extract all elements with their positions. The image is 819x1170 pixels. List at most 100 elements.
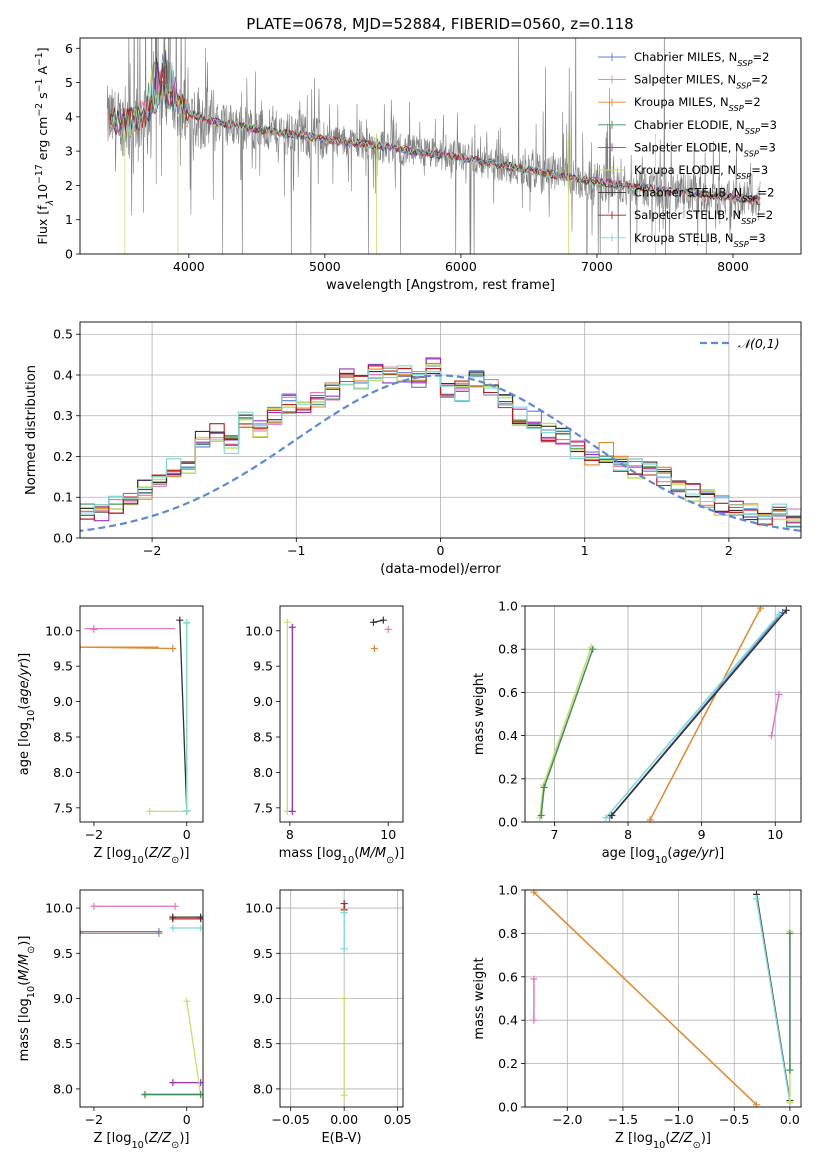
plot-area xyxy=(80,616,191,815)
data-point-marker xyxy=(340,945,348,953)
panel-weight_vs_age: 7 8 9 10 0.0 0.2 0.4 0.6 0.8 1.0 age [log10(age/yr… xyxy=(472,599,802,866)
x-axis-label: age [log10(age/yr)] xyxy=(602,846,725,866)
data-point-marker xyxy=(530,1016,538,1024)
data-point-marker xyxy=(183,997,191,1005)
spectrum-model-line xyxy=(109,61,761,205)
y-axis-label: mass [log10(M/M⊙)] xyxy=(17,936,37,1062)
data-point-marker xyxy=(540,783,548,791)
plot-area xyxy=(340,900,348,1099)
x-tick-label: −2.0 xyxy=(552,1112,582,1127)
y-tick-label: 9.5 xyxy=(53,946,73,961)
data-point-marker xyxy=(608,812,616,820)
legend-label: Chabrier STELIB, NSSP=2 xyxy=(634,186,774,204)
data-point-marker xyxy=(589,645,597,653)
y-tick-label: 0.1 xyxy=(53,490,73,505)
series-line xyxy=(533,891,758,1106)
y-tick-label: 6 xyxy=(65,41,73,56)
y-tick-label: 0.4 xyxy=(53,367,73,382)
data-point-marker xyxy=(197,924,203,932)
y-tick-label: 9.5 xyxy=(253,659,273,674)
plot-area xyxy=(80,357,801,532)
data-point-marker xyxy=(146,807,154,815)
series-line xyxy=(770,694,780,736)
y-tick-label: 0.4 xyxy=(498,1013,518,1028)
y-tick-label: 10.0 xyxy=(45,623,73,638)
axes-frame xyxy=(279,605,404,823)
y-tick-label: 0.3 xyxy=(53,408,73,423)
x-tick-label: 8 xyxy=(624,827,632,842)
x-tick-label: 5000 xyxy=(309,259,341,274)
x-tick-label: 0 xyxy=(183,827,191,842)
plot-area xyxy=(536,606,790,822)
y-tick-label: 0.2 xyxy=(498,1056,518,1071)
data-point-marker xyxy=(537,812,545,820)
data-point-marker xyxy=(602,814,610,822)
data-point-marker xyxy=(183,807,191,815)
x-tick-label: 10 xyxy=(767,827,783,842)
data-point-marker xyxy=(786,1099,794,1107)
y-axis-label: Flux [fλ10−17 erg cm−2 s−1 A−1] xyxy=(34,47,56,244)
axes-frame xyxy=(524,605,802,823)
data-point-marker xyxy=(340,900,348,908)
panel-age_vs_mass: 8 10 7.5 8.0 8.5 9.0 9.5 10.0 mass [log10(M/M⊙)] xyxy=(245,605,405,866)
y-tick-label: 10.0 xyxy=(45,901,73,916)
y-tick-label: 1.0 xyxy=(498,599,518,614)
axes-frame xyxy=(79,321,802,539)
legend-label: Kroupa MILES, NSSP=2 xyxy=(634,95,761,113)
x-axis-label: (data-model)/error xyxy=(380,562,501,577)
x-tick-label: −2 xyxy=(143,543,161,558)
x-axis-label: wavelength [Angstrom, rest frame] xyxy=(326,278,555,293)
x-tick-label: 6000 xyxy=(445,259,477,274)
x-tick-label: 7 xyxy=(550,827,558,842)
x-axis-label: Z [log10(Z/Z⊙)] xyxy=(94,1131,190,1151)
data-point-marker xyxy=(369,618,377,626)
series-line xyxy=(649,607,762,821)
data-point-marker xyxy=(183,618,191,626)
y-tick-label: 9.5 xyxy=(253,946,273,961)
y-tick-label: 3 xyxy=(65,144,73,159)
series-line xyxy=(179,620,188,812)
data-point-marker xyxy=(370,644,378,652)
axes-group: 7 8 9 10 0.0 0.2 0.4 0.6 0.8 1.0 age [log10(age/yr… xyxy=(472,599,802,866)
spectrum-model-line xyxy=(109,50,761,206)
axes-frame xyxy=(79,37,802,255)
figure-title: PLATE=0678, MJD=52884, FIBERID=0560, z=0… xyxy=(246,15,633,33)
data-point-marker xyxy=(775,611,783,619)
plot-area xyxy=(530,890,794,1107)
data-point-marker xyxy=(340,1091,348,1099)
x-axis-label: Z [log10(Z/Z⊙)] xyxy=(615,1131,711,1151)
x-axis-label: mass [log10(M/M⊙)] xyxy=(279,846,405,866)
histogram-step-line xyxy=(80,367,801,530)
panel-mass_vs_Z: −2 0 8.0 8.5 9.0 9.5 10.0 Z [log10(Z/Z⊙)] mass [… xyxy=(17,889,204,1151)
series-line xyxy=(605,614,780,819)
x-tick-label: 2 xyxy=(725,543,733,558)
x-tick-label: −1.5 xyxy=(608,1112,638,1127)
data-point-marker xyxy=(90,625,98,633)
data-point-marker xyxy=(197,913,203,921)
data-point-marker xyxy=(379,616,387,624)
x-tick-label: 9 xyxy=(698,827,706,842)
y-tick-label: 8.5 xyxy=(53,1036,73,1051)
data-point-marker xyxy=(80,929,84,937)
y-tick-label: 4 xyxy=(65,109,73,124)
normal-curve xyxy=(80,374,801,532)
axes-frame xyxy=(79,889,204,1108)
x-tick-label: 0 xyxy=(437,543,445,558)
legend-label: 𝒩(0,1) xyxy=(738,336,780,351)
y-tick-label: 0.0 xyxy=(498,815,518,830)
y-tick-label: 10.0 xyxy=(245,623,273,638)
data-point-marker xyxy=(768,732,776,740)
series-line xyxy=(540,648,594,816)
plot-area xyxy=(283,616,392,815)
x-tick-label: 1 xyxy=(581,543,589,558)
data-point-marker xyxy=(340,909,348,917)
grid-lines xyxy=(80,322,801,539)
y-tick-label: 0.2 xyxy=(53,449,73,464)
data-point-marker xyxy=(288,623,296,631)
y-tick-label: 7.5 xyxy=(253,800,273,815)
y-tick-label: 0.8 xyxy=(498,642,518,657)
y-tick-label: 0.0 xyxy=(498,1100,518,1115)
y-tick-label: 9.0 xyxy=(53,694,73,709)
legend-label: Chabrier MILES, NSSP=2 xyxy=(634,50,769,68)
